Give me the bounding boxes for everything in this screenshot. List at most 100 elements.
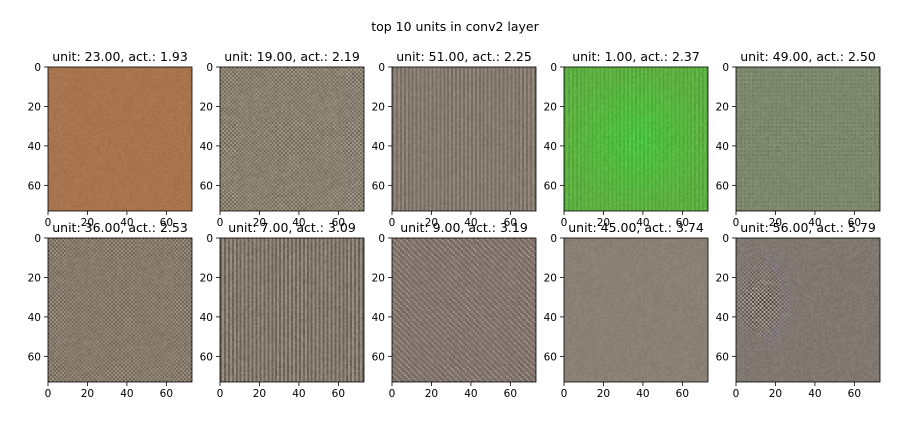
x-tick-label: 20 bbox=[425, 217, 438, 229]
y-tick-label: 40 bbox=[544, 141, 557, 153]
panel-title: unit: 23.00, act.: 1.93 bbox=[52, 49, 188, 64]
activation-image bbox=[564, 67, 708, 211]
x-tick-label: 0 bbox=[389, 217, 396, 229]
x-tick-label: 60 bbox=[848, 217, 861, 229]
activation-image bbox=[220, 67, 364, 211]
x-tick-label: 40 bbox=[808, 388, 821, 400]
axes-frame bbox=[391, 237, 537, 383]
x-tick-label: 60 bbox=[504, 217, 517, 229]
y-tick-label: 60 bbox=[544, 351, 557, 363]
x-tick-label: 60 bbox=[332, 388, 345, 400]
y-tick-label: 40 bbox=[372, 312, 385, 324]
y-tick-label: 0 bbox=[378, 233, 385, 245]
panel-grid: unit: 23.00, act.: 1.930 20 40 600204060uni… bbox=[28, 49, 881, 400]
y-tick-label: 60 bbox=[28, 180, 41, 192]
x-tick-label: 0 bbox=[389, 388, 396, 400]
x-tick-label: 40 bbox=[120, 388, 133, 400]
axes-frame bbox=[563, 66, 709, 212]
y-tick-label: 60 bbox=[372, 180, 385, 192]
panel-title: unit: 51.00, act.: 2.25 bbox=[396, 49, 532, 64]
y-tick-label: 20 bbox=[28, 272, 41, 284]
x-tick-label: 40 bbox=[808, 217, 821, 229]
y-tick-label: 20 bbox=[716, 272, 729, 284]
y-tick-label: 20 bbox=[544, 272, 557, 284]
x-tick-label: 40 bbox=[120, 217, 133, 229]
panel-title: unit: 7.00, act.: 3.09 bbox=[228, 220, 356, 235]
x-tick-label: 60 bbox=[160, 217, 173, 229]
x-tick-label: 40 bbox=[636, 217, 649, 229]
x-tick-label: 20 bbox=[425, 388, 438, 400]
axes-frame bbox=[47, 237, 193, 383]
axes-frame bbox=[47, 66, 193, 212]
x-tick-label: 20 bbox=[597, 388, 610, 400]
x-tick-label: 20 bbox=[597, 217, 610, 229]
panel-title: unit: 9.00, act.: 3.19 bbox=[400, 220, 528, 235]
panel-unit-51: unit: 51.00, act.: 2.25 0 20 40 60 0 20 40 60 bbox=[372, 49, 537, 229]
x-tick-label: 20 bbox=[253, 388, 266, 400]
activation-image bbox=[220, 238, 364, 382]
panel-unit-23: unit: 23.00, act.: 1.93 0 20 40 60 0 20 40 60 bbox=[28, 49, 193, 229]
x-tick-label: 40 bbox=[292, 217, 305, 229]
x-tick-label: 40 bbox=[464, 388, 477, 400]
axes-frame bbox=[391, 66, 537, 212]
x-tick-label: 0 bbox=[217, 217, 224, 229]
activation-image bbox=[48, 67, 192, 211]
activation-image bbox=[48, 238, 192, 382]
activation-image bbox=[564, 238, 708, 382]
y-tick-label: 60 bbox=[544, 180, 557, 192]
x-tick-label: 20 bbox=[769, 217, 782, 229]
y-tick-label: 0 bbox=[722, 62, 729, 74]
y-tick-label: 0 bbox=[206, 233, 213, 245]
y-tick-label: 60 bbox=[716, 351, 729, 363]
x-tick-label: 60 bbox=[332, 217, 345, 229]
y-tick-label: 20 bbox=[372, 272, 385, 284]
axes-frame bbox=[563, 237, 709, 383]
panel-title: unit: 45.00, act.: 3.74 bbox=[568, 220, 704, 235]
y-tick-label: 0 bbox=[34, 62, 41, 74]
x-tick-label: 0 bbox=[733, 388, 740, 400]
panel-title: unit: 36.00, act.: 2.53 bbox=[52, 220, 188, 235]
panel-title: unit: 19.00, act.: 2.19 bbox=[224, 49, 360, 64]
activation-image bbox=[392, 238, 536, 382]
y-tick-label: 20 bbox=[28, 101, 41, 113]
y-tick-label: 20 bbox=[544, 101, 557, 113]
x-tick-label: 20 bbox=[769, 388, 782, 400]
x-tick-label: 0 bbox=[561, 388, 568, 400]
x-tick-label: 0 bbox=[217, 388, 224, 400]
axes-frame bbox=[735, 66, 881, 212]
activation-image bbox=[392, 67, 536, 211]
axes-frame bbox=[219, 237, 365, 383]
panel-unit-49: unit: 49.00, act.: 2.50 0 20 40 60 0 20 40 60 bbox=[716, 49, 881, 229]
x-tick-label: 60 bbox=[848, 388, 861, 400]
y-tick-label: 60 bbox=[28, 351, 41, 363]
axes-frame bbox=[735, 237, 881, 383]
y-tick-label: 40 bbox=[28, 312, 41, 324]
y-tick-label: 40 bbox=[716, 141, 729, 153]
panel-unit-7: unit: 7.00, act.: 3.09 0 20 40 60 0 20 40 60 bbox=[200, 220, 365, 400]
panel-title: unit: 56.00, act.: 5.79 bbox=[740, 220, 876, 235]
activation-image bbox=[736, 67, 880, 211]
y-tick-label: 40 bbox=[200, 141, 213, 153]
x-tick-label: 40 bbox=[292, 388, 305, 400]
y-tick-label: 0 bbox=[550, 233, 557, 245]
x-tick-label: 40 bbox=[464, 217, 477, 229]
axes-frame bbox=[219, 66, 365, 212]
x-tick-label: 60 bbox=[504, 388, 517, 400]
y-tick-label: 20 bbox=[372, 101, 385, 113]
y-tick-label: 60 bbox=[200, 351, 213, 363]
activation-image bbox=[736, 238, 880, 382]
y-tick-label: 60 bbox=[716, 180, 729, 192]
x-tick-label: 0 bbox=[45, 217, 52, 229]
y-tick-label: 0 bbox=[206, 62, 213, 74]
y-tick-label: 40 bbox=[544, 312, 557, 324]
x-tick-label: 60 bbox=[676, 388, 689, 400]
y-tick-label: 20 bbox=[200, 272, 213, 284]
x-tick-label: 20 bbox=[81, 388, 94, 400]
x-tick-label: 0 bbox=[561, 217, 568, 229]
y-tick-label: 20 bbox=[716, 101, 729, 113]
y-tick-label: 20 bbox=[200, 101, 213, 113]
